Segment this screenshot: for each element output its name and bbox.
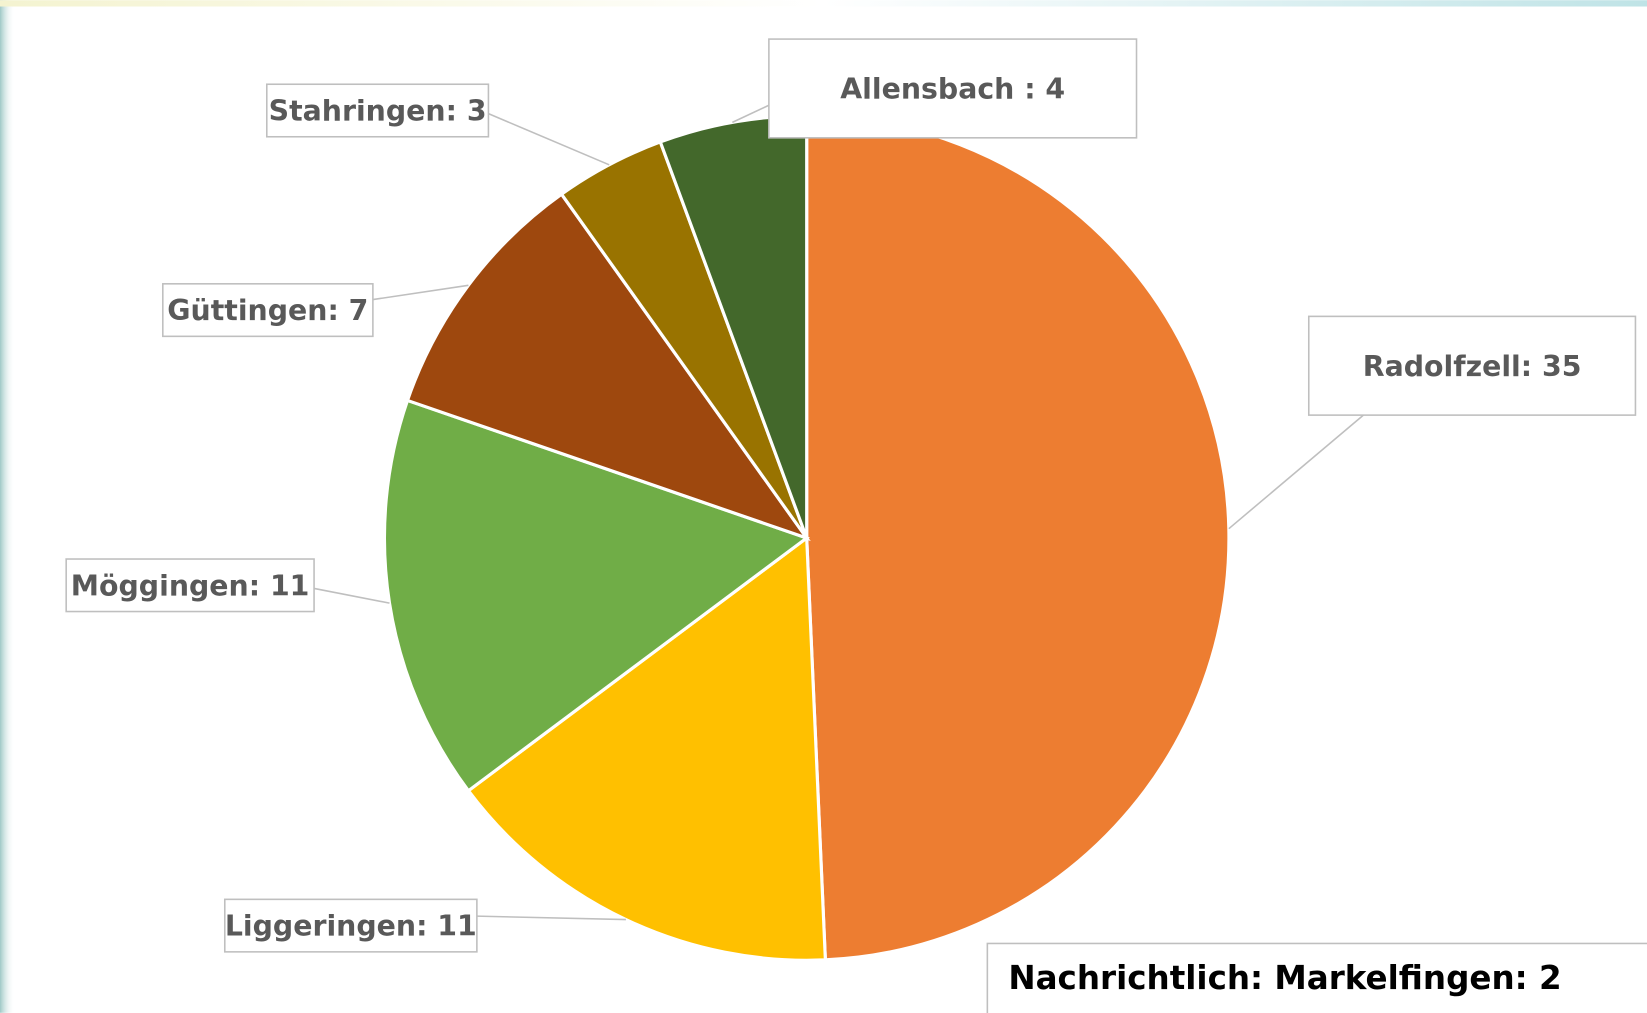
data-label: Möggingen: 11 [71,569,310,602]
data-label: Liggeringen: 11 [225,910,477,943]
leader-line [732,104,770,124]
pie-slice [382,398,811,793]
pie [382,114,1231,962]
leader-line [1228,414,1364,530]
data-label: Radolfzell: 35 [1363,350,1582,383]
leader-line [476,915,626,921]
annotation: Nachrichtlich: Markelfingen: 2 [1008,959,1561,997]
label-box [223,898,478,953]
label-box [1307,315,1637,416]
labels: Radolfzell: 35 Liggeringen: 11 Möggingen: … [65,38,1637,953]
leader-line [372,284,469,301]
label-box [65,558,315,613]
pie-slice [405,192,811,542]
data-label: Stahringen: 3 [269,95,487,128]
label-box [162,283,374,338]
leader-line [313,587,390,604]
background-edge [0,0,15,1013]
label-box [266,83,490,138]
data-label: Allensbach : 4 [840,73,1065,106]
pie-slice [466,534,828,962]
label-box [768,38,1138,139]
background-edge [0,0,1647,7]
leader-line [488,112,610,166]
data-label: Güttingen: 7 [167,294,368,327]
annotation-box [986,942,1647,1013]
pie-slice [805,114,1231,962]
